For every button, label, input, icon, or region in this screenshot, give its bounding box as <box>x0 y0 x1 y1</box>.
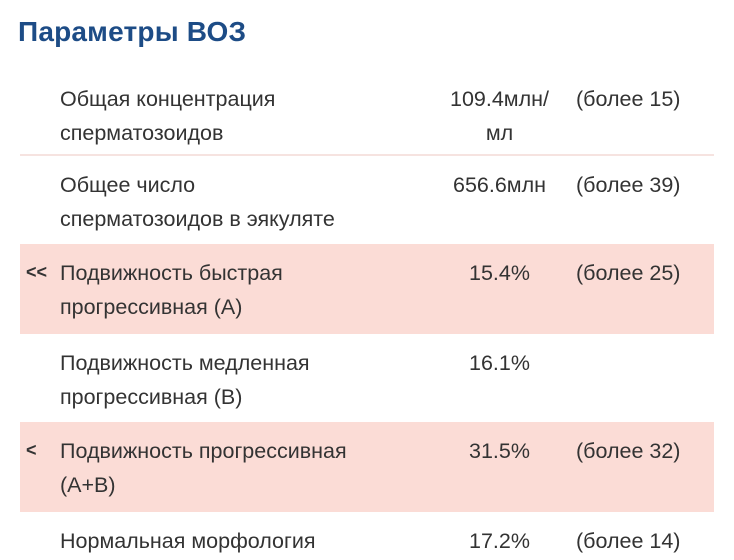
page-title: Параметры ВОЗ <box>18 16 247 47</box>
parameter-value-line: 109.4млн/ <box>450 87 549 111</box>
parameter-value: 15.4% <box>432 256 567 290</box>
table-row-flagged: < Подвижность прогрессивная (А+В) 31.5% … <box>20 422 714 512</box>
who-parameters-table: Общая концентрация сперматозоидов 109.4м… <box>20 70 714 560</box>
parameter-value-line: 656.6млн <box>452 173 546 197</box>
parameter-name-line: прогрессивная (В) <box>60 385 243 409</box>
parameter-value-line: 16.1% <box>469 351 530 375</box>
parameter-name: Общее число сперматозоидов в эякуляте <box>60 168 390 236</box>
parameter-name: Подвижность быстрая прогрессивная (А) <box>60 256 390 324</box>
parameter-name-line: Подвижность медленная <box>60 351 310 375</box>
reference-norm: (более 25) <box>576 261 681 285</box>
row-marker: << <box>26 262 48 282</box>
parameter-value: 31.5% <box>432 434 567 468</box>
parameter-value: 656.6млн <box>432 168 567 202</box>
parameter-name: Общая концентрация сперматозоидов <box>60 82 390 150</box>
parameter-value-line: 31.5% <box>469 439 530 463</box>
table-row: Подвижность медленная прогрессивная (В) … <box>20 334 714 422</box>
parameter-name-line: сперматозоидов <box>60 121 224 145</box>
row-marker: < <box>26 440 37 460</box>
parameter-value-line: 15.4% <box>469 261 530 285</box>
table-row: Общее число сперматозоидов в эякуляте 65… <box>20 156 714 244</box>
reference-norm: (более 32) <box>576 439 681 463</box>
table-row: Нормальная морфология 17.2% (более 14) <box>20 512 714 560</box>
parameter-value-line: 17.2% <box>469 529 530 553</box>
parameter-name-line: Нормальная морфология <box>60 529 316 553</box>
parameter-name-line: (А+В) <box>60 473 116 497</box>
parameter-value: 16.1% <box>432 346 567 380</box>
parameter-name: Нормальная морфология <box>60 524 390 558</box>
parameter-value: 109.4млн/ мл <box>432 82 567 150</box>
reference-norm: (более 39) <box>576 173 681 197</box>
parameter-name-line: Общая концентрация <box>60 87 276 111</box>
table-row: Общая концентрация сперматозоидов 109.4м… <box>20 70 714 156</box>
parameter-name: Подвижность медленная прогрессивная (В) <box>60 346 390 414</box>
table-row-flagged: << Подвижность быстрая прогрессивная (А)… <box>20 244 714 334</box>
parameter-value: 17.2% <box>432 524 567 558</box>
parameter-name-line: Подвижность прогрессивная <box>60 439 347 463</box>
reference-norm: (более 14) <box>576 529 681 553</box>
parameter-name-line: прогрессивная (А) <box>60 295 243 319</box>
parameter-value-line: мл <box>485 121 514 145</box>
parameter-name-line: Подвижность быстрая <box>60 261 283 285</box>
parameter-name-line: Общее число <box>60 173 196 197</box>
reference-norm: (более 15) <box>576 87 681 111</box>
parameter-name: Подвижность прогрессивная (А+В) <box>60 434 390 502</box>
parameter-name-line: сперматозоидов в эякуляте <box>60 207 335 231</box>
